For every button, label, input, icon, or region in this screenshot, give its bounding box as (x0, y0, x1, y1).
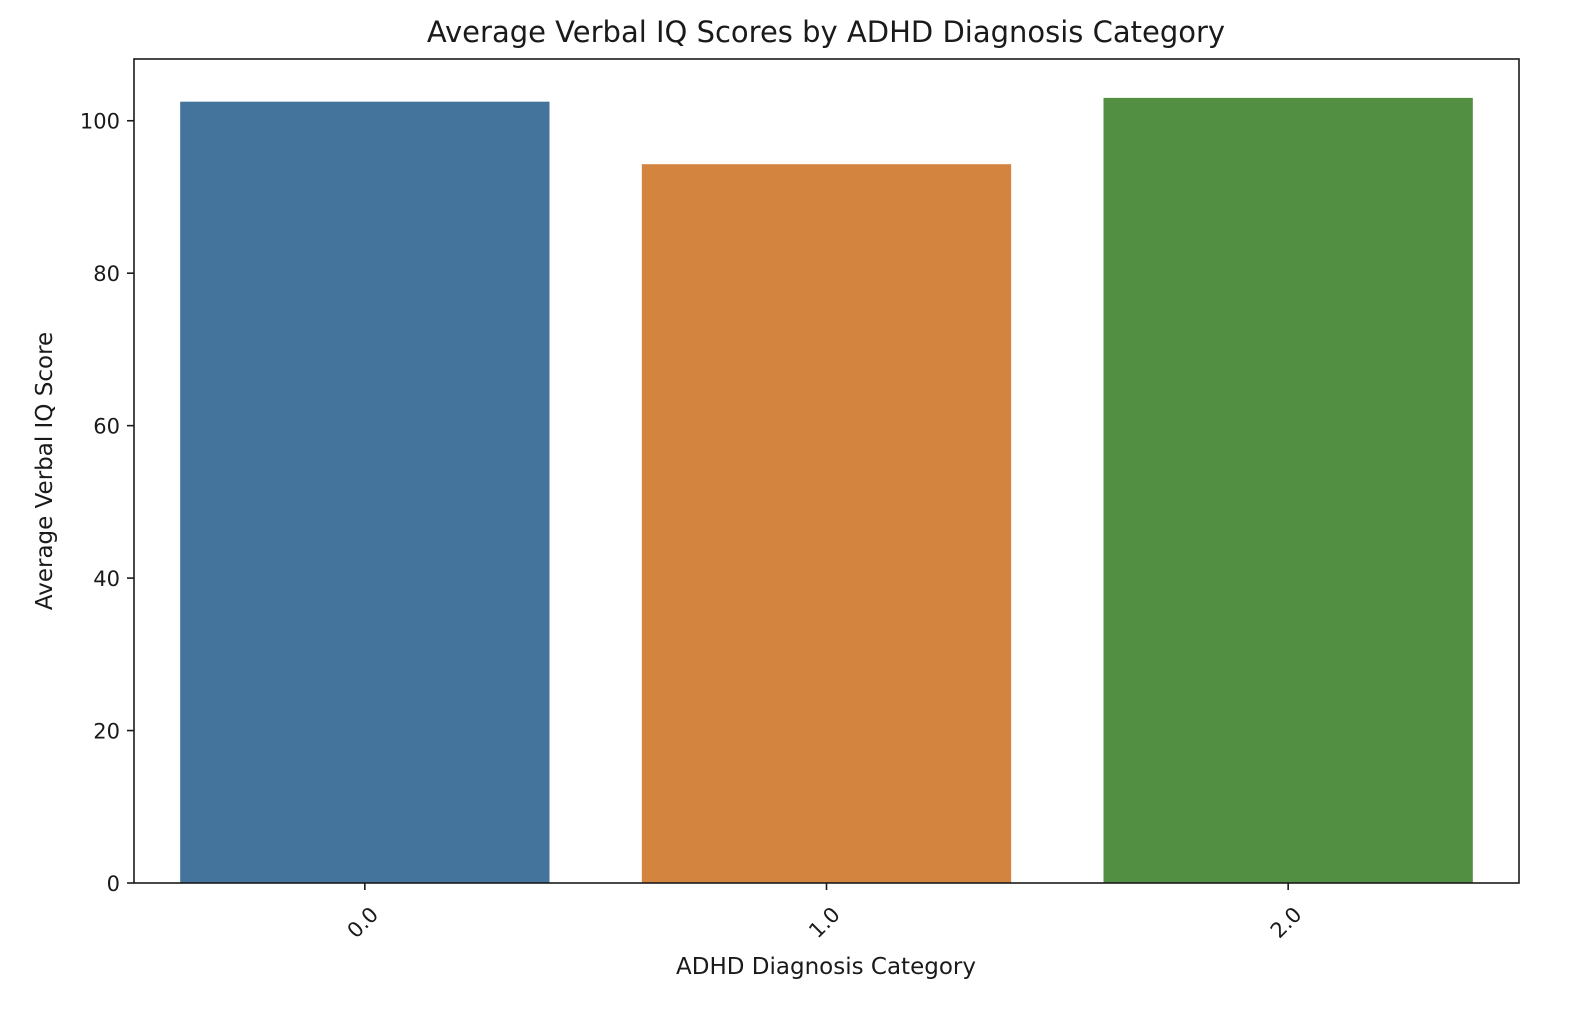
x-tick-label: 2.0 (1266, 902, 1307, 943)
x-tick-label: 0.0 (343, 902, 384, 943)
y-axis-ticks: 0 20 40 60 80 100 (80, 110, 134, 896)
y-axis-label: Average Verbal IQ Score (32, 332, 58, 610)
y-tick-label: 100 (80, 110, 120, 134)
bar-0.0 (180, 101, 550, 883)
bar-1.0 (641, 164, 1012, 883)
x-tick-label: 1.0 (804, 902, 845, 943)
bar-2.0 (1103, 97, 1473, 883)
y-tick-label: 60 (93, 415, 120, 439)
y-tick-label: 40 (93, 567, 120, 591)
y-tick-label: 80 (93, 262, 120, 286)
y-tick-label: 0 (107, 872, 120, 896)
x-axis-ticks: 0.0 1.0 2.0 (343, 883, 1307, 943)
y-tick-label: 20 (93, 720, 120, 744)
plot-area-frame (133, 58, 1520, 884)
x-axis-label: ADHD Diagnosis Category (676, 954, 976, 980)
bars-layer (180, 97, 1473, 883)
chart-title: Average Verbal IQ Scores by ADHD Diagnos… (427, 15, 1225, 49)
